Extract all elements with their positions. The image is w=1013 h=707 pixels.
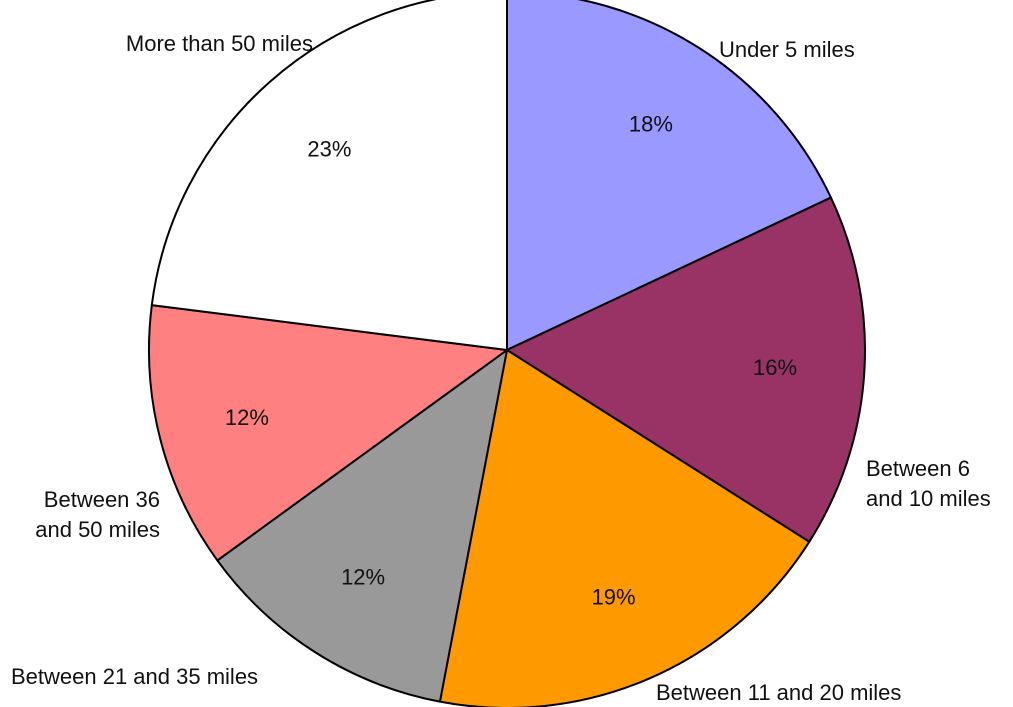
slice-label-3: Between 11 and 20 miles bbox=[656, 680, 901, 705]
pie-slices bbox=[147, 0, 867, 707]
percent-labels: 18% 16% 19% 12% 12% 23% bbox=[225, 111, 797, 609]
slice-label-line: and 50 miles bbox=[35, 517, 160, 542]
percent-label-6: 23% bbox=[307, 137, 351, 162]
percent-label-3: 19% bbox=[592, 584, 636, 609]
slice-label-line: Between 6 bbox=[866, 456, 970, 481]
slice-label-1: Under 5 miles bbox=[719, 37, 855, 62]
slice-label-line: More than 50 miles bbox=[126, 31, 313, 56]
pie-slice-5 bbox=[147, 304, 508, 562]
slice-label-line: Between 11 and 20 miles bbox=[656, 680, 901, 705]
slice-label-line: Between 36 bbox=[44, 487, 160, 512]
percent-label-4: 12% bbox=[341, 565, 385, 590]
slice-label-line: Under 5 miles bbox=[719, 37, 855, 62]
pie-slice-3 bbox=[438, 349, 811, 707]
percent-label-1: 18% bbox=[629, 111, 673, 136]
slice-label-line: and 10 miles bbox=[866, 486, 991, 511]
percent-label-5: 12% bbox=[225, 405, 269, 430]
percent-label-2: 16% bbox=[753, 355, 797, 380]
pie-slice-6 bbox=[150, 0, 508, 351]
slice-label-5: Between 36 and 50 miles bbox=[35, 487, 160, 542]
pie-slice-1 bbox=[506, 0, 832, 351]
slice-label-2: Between 6 and 10 miles bbox=[866, 456, 991, 511]
slice-label-line: Between 21 and 35 miles bbox=[11, 664, 258, 689]
slice-label-4: Between 21 and 35 miles bbox=[11, 664, 258, 689]
slice-label-6: More than 50 miles bbox=[126, 31, 313, 56]
pie-slice-4 bbox=[216, 349, 508, 703]
pie-slice-2 bbox=[506, 196, 867, 543]
